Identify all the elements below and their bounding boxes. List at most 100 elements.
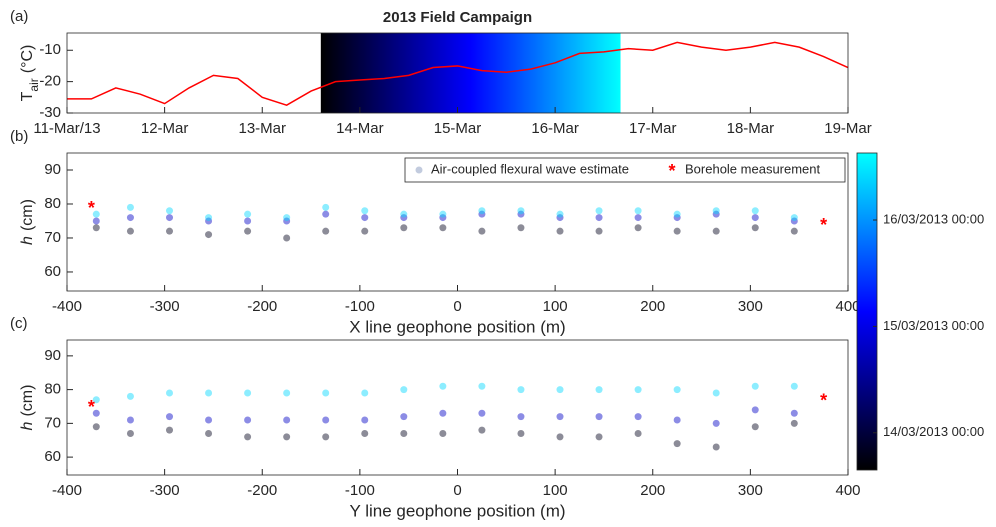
estimate-point [517,386,525,394]
estimate-point [478,409,486,417]
estimate-point [400,214,408,222]
estimate-point [478,207,486,215]
estimate-point [361,214,369,222]
estimate-point [634,413,642,421]
estimate-point [751,224,759,232]
x-tick-label: 400 [835,482,860,499]
estimate-point [283,416,291,424]
estimate-point [556,214,564,222]
estimate-point [126,203,134,211]
estimate-point [92,409,100,417]
y-tick-label: 70 [44,229,61,246]
x-tick-label: 200 [640,482,665,499]
estimate-point [634,429,642,437]
estimate-point [361,207,369,215]
axes-frame [66,339,849,476]
estimate-point [92,224,100,232]
time-shade [320,33,621,113]
y-tick-label: 60 [44,448,61,465]
x-tick-label: -200 [247,482,277,499]
borehole-point: * [88,198,95,218]
estimate-point [595,433,603,441]
estimate-point [205,416,213,424]
estimate-point [322,389,330,397]
estimate-point [712,443,720,451]
estimate-point [712,389,720,397]
estimate-point [517,210,525,218]
estimate-point [790,419,798,427]
estimate-point [517,207,525,215]
estimate-point [634,207,642,215]
estimate-point [712,227,720,235]
estimate-point [166,413,174,421]
estimate-point [751,214,759,222]
estimate-point [92,217,100,225]
y-axis-label-part: h [19,421,36,430]
y-tick-label: -20 [39,73,61,90]
estimate-point [751,207,759,215]
estimate-point [244,389,252,397]
estimate-point [790,382,798,390]
x-tick-label: 19-Mar [824,120,872,137]
estimate-point [712,419,720,427]
estimate-point [361,389,369,397]
axes-frame [66,32,849,114]
x-tick-label: 14-Mar [336,120,384,137]
estimate-point [400,224,408,232]
estimate-point [205,231,213,239]
x-tick-label: 12-Mar [141,120,189,137]
y-axis-label: h (cm) [19,385,36,431]
x-tick-label: -300 [150,482,180,499]
estimate-point [595,386,603,394]
x-tick-label: 15-Mar [434,120,482,137]
colorbar-tick-label: 16/03/2013 00:00 [883,211,984,226]
estimate-point [283,389,291,397]
estimate-point [595,227,603,235]
estimate-point [712,207,720,215]
estimate-point [322,203,330,211]
borehole-point: * [820,390,827,410]
estimate-point [400,386,408,394]
estimate-point [244,433,252,441]
panel-label: (b) [10,128,28,145]
estimate-point [439,214,447,222]
estimate-point [517,224,525,232]
y-axis-label-part: T [19,91,36,101]
estimate-point [556,227,564,235]
y-axis-label-part: (°C) [19,45,36,74]
estimate-point [205,217,213,225]
panel-label: (a) [10,8,28,25]
estimate-point [361,416,369,424]
estimate-point [166,207,174,215]
x-tick-label: 100 [543,298,568,315]
legend-box [404,157,846,183]
estimate-point [244,416,252,424]
x-tick-label: 16-Mar [531,120,579,137]
x-tick-label: 17-Mar [629,120,677,137]
estimate-point [322,227,330,235]
y-tick-label: -10 [39,41,61,58]
panel-label: (c) [10,315,28,332]
borehole-point: * [820,215,827,235]
estimate-point [595,214,603,222]
estimate-point [595,207,603,215]
y-tick-label: 90 [44,161,61,178]
estimate-point [126,392,134,400]
x-tick-label: -400 [52,482,82,499]
colorbar-tick-label: 15/03/2013 00:00 [883,318,984,333]
estimate-point [673,214,681,222]
estimate-point [283,433,291,441]
x-tick-label: 100 [543,482,568,499]
y-tick-label: 80 [44,195,61,212]
estimate-point [322,210,330,218]
y-axis-label-part: h [19,236,36,245]
legend-marker: * [668,161,675,181]
estimate-point [673,440,681,448]
x-tick-label: 300 [738,298,763,315]
x-tick-label: -200 [247,298,277,315]
estimate-point [556,386,564,394]
colorbar-tick-label: 14/03/2013 00:00 [883,424,984,439]
estimate-point [673,386,681,394]
x-tick-label: -300 [150,298,180,315]
